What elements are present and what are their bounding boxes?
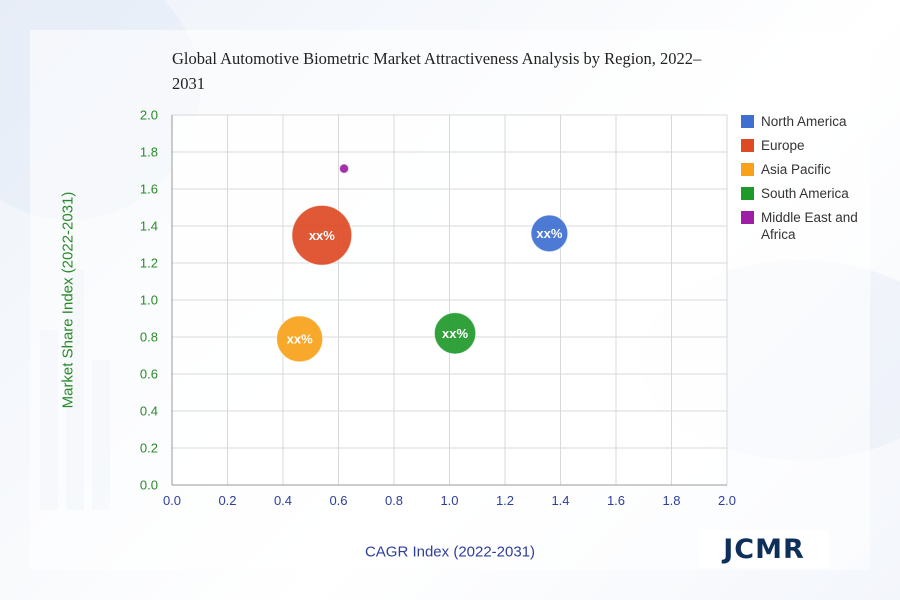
legend-item: South America [741,185,891,202]
y-tick-label: 0.2 [140,441,158,456]
legend-item: North America [741,113,891,130]
legend-swatch [741,211,754,224]
legend-label: Asia Pacific [761,162,831,177]
x-tick-label: 1.4 [551,493,569,508]
bubble-point [530,214,569,253]
legend-label: South America [761,186,849,201]
y-tick-label: 1.2 [140,256,158,271]
y-tick-label: 1.6 [140,182,158,197]
legend: North America Europe Asia Pacific South Ame… [741,113,891,250]
bubble-point [291,204,353,266]
y-tick-label: 0.6 [140,367,158,382]
x-tick-label: 1.0 [440,493,458,508]
x-tick-label: 0.0 [163,493,181,508]
bubble-data-label: xx% [309,228,335,243]
x-axis-label: CAGR Index (2022-2031) [364,543,536,561]
y-axis-label: Market Share Index (2022-2031) [59,191,77,409]
brand-logo: JCMR [700,530,828,568]
bubble-point [433,312,477,355]
legend-label: Middle East and Africa [761,210,858,242]
legend-label: Europe [761,138,805,153]
legend-item: Asia Pacific [741,161,891,178]
legend-swatch [741,163,754,176]
legend-item: Middle East and Africa [741,209,891,243]
bubble-point [276,315,324,363]
x-tick-label: 1.8 [662,493,680,508]
y-tick-label: 0.8 [140,330,158,345]
x-tick-label: 0.2 [218,493,236,508]
x-tick-label: 1.6 [607,493,625,508]
legend-swatch [741,139,754,152]
y-tick-label: 0.0 [140,478,158,493]
x-tick-label: 0.6 [329,493,347,508]
y-tick-label: 1.0 [140,293,158,308]
y-tick-label: 1.8 [140,145,158,160]
legend-swatch [741,187,754,200]
x-tick-label: 0.8 [385,493,403,508]
bubble-point [338,163,350,174]
y-tick-label: 0.4 [140,404,158,419]
bubble-data-label: xx% [536,226,562,241]
bubble-data-label: xx% [287,331,313,346]
y-tick-label: 2.0 [140,108,158,123]
legend-label: North America [761,114,847,129]
legend-item: Europe [741,137,891,154]
x-tick-label: 2.0 [718,493,736,508]
x-tick-label: 1.2 [496,493,514,508]
chart-title: Global Automotive Biometric Market Attra… [172,49,702,93]
x-tick-label: 0.4 [274,493,292,508]
legend-swatch [741,115,754,128]
bubble-data-label: xx% [442,326,468,341]
y-tick-label: 1.4 [140,219,158,234]
